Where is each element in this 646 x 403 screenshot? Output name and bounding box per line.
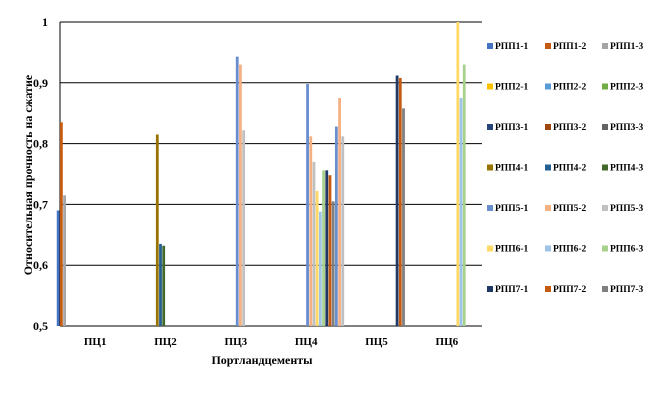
legend-label: РПП4-2 (553, 164, 586, 174)
bar (341, 136, 345, 326)
x-tick-label: ПЦ3 (225, 336, 248, 348)
bar (155, 134, 159, 326)
y-tick-label: 1 (42, 15, 48, 29)
legend-label: РПП6-1 (495, 245, 528, 255)
legend-label: РПП3-2 (553, 123, 586, 133)
legend-label: РПП4-3 (610, 164, 643, 174)
bar (309, 136, 313, 326)
bar (322, 170, 325, 326)
y-tick-label: 0,6 (33, 258, 48, 272)
bar (56, 210, 60, 326)
x-tick-label: ПЦ5 (365, 336, 388, 348)
x-tick-label: ПЦ6 (436, 336, 459, 348)
bar (239, 64, 242, 326)
bar (242, 130, 246, 326)
bar (235, 56, 239, 326)
bar (328, 175, 332, 326)
legend-swatch (487, 245, 493, 252)
x-tick-label: ПЦ4 (295, 336, 318, 348)
legend-swatch (545, 83, 551, 90)
gridlines (59, 21, 482, 327)
bar (456, 22, 460, 326)
legend-swatch (545, 205, 551, 211)
legend-label: РПП6-3 (610, 245, 643, 255)
legend-label: РПП1-2 (553, 42, 586, 52)
legend-label: РПП7-3 (610, 285, 643, 295)
legend-label: РПП5-1 (495, 204, 528, 214)
bar (462, 64, 466, 326)
y-tick-labels: 0,5 0,6 0,7 0,8 0,9 1 (33, 15, 48, 333)
bar (306, 84, 309, 327)
x-tick-label: ПЦ1 (84, 336, 107, 348)
legend-label: РПП6-2 (553, 245, 586, 255)
legend-swatch (545, 43, 551, 49)
legend-label: РПП7-2 (553, 285, 586, 295)
bar (63, 195, 66, 326)
legend-swatch (602, 124, 608, 130)
legend: РПП1-1 РПП1-2 РПП1-3 РПП2-1 РПП2-2 РПП2-3 РПП3… (487, 42, 643, 295)
y-axis-title: Относительная прочность на сжатие (21, 74, 35, 275)
legend-label: РПП2-2 (553, 83, 586, 93)
bar (312, 161, 316, 326)
legend-swatch (487, 164, 493, 171)
bar (159, 243, 162, 326)
x-tick-labels: ПЦ1 ПЦ2 ПЦ3 ПЦ4 ПЦ5 ПЦ6 (84, 336, 459, 348)
legend-swatch (545, 124, 551, 130)
legend-swatch (487, 286, 493, 292)
bar (395, 75, 399, 326)
legend-swatch (487, 124, 493, 130)
legend-label: РПП5-3 (610, 204, 643, 214)
legend-swatch (487, 205, 493, 211)
bar (325, 170, 329, 326)
legend-swatch (602, 245, 608, 252)
bar (338, 98, 341, 326)
y-tick-label: 0,9 (33, 76, 48, 90)
legend-label: РПП2-1 (495, 83, 528, 93)
legend-swatch (602, 164, 608, 171)
legend-label: РПП5-2 (553, 204, 586, 214)
legend-label: РПП1-3 (610, 42, 643, 52)
legend-swatch (545, 286, 551, 292)
bar (162, 245, 166, 326)
bar (59, 122, 63, 326)
legend-label: РПП1-1 (495, 42, 528, 52)
legend-swatch (602, 83, 608, 90)
bars (56, 22, 466, 327)
legend-swatch (602, 286, 608, 292)
x-tick-label: ПЦ2 (154, 336, 177, 348)
bar (398, 77, 402, 326)
bar (315, 191, 319, 326)
legend-swatch (602, 43, 608, 49)
legend-label: РПП7-1 (495, 285, 528, 295)
legend-swatch (602, 205, 608, 211)
bar (402, 108, 405, 326)
legend-label: РПП2-3 (610, 83, 643, 93)
y-tick-label: 0,5 (33, 319, 48, 333)
bar (331, 201, 335, 326)
legend-label: РПП4-1 (495, 164, 528, 174)
y-tick-label: 0,8 (33, 137, 48, 151)
legend-swatch (487, 43, 493, 49)
y-tick-label: 0,7 (33, 197, 48, 211)
legend-swatch (487, 83, 493, 90)
x-axis-title: Портландцементы (211, 353, 313, 367)
legend-label: РПП3-1 (495, 123, 528, 133)
legend-label: РПП3-3 (610, 123, 643, 133)
bar (334, 126, 338, 327)
legend-swatch (545, 245, 551, 252)
legend-swatch (545, 164, 551, 171)
bar (318, 211, 322, 326)
bar (459, 98, 463, 326)
